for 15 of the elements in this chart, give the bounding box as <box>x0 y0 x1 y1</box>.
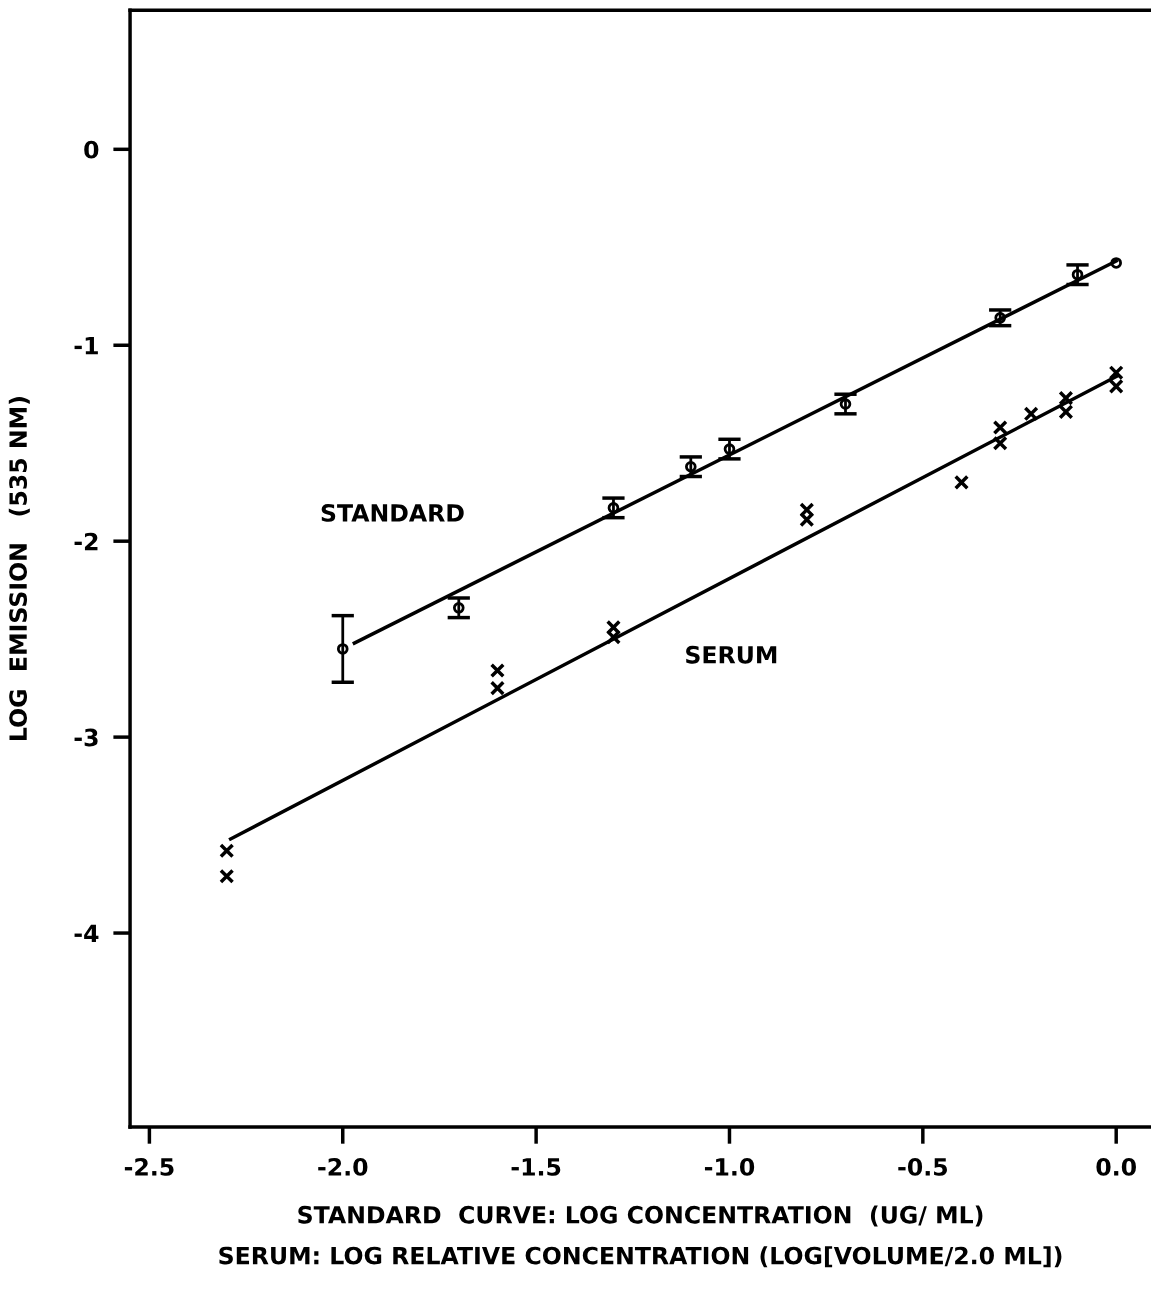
x-tick-label: -2.5 <box>124 1158 174 1176</box>
y-tick-label: -4 <box>74 924 99 943</box>
x-tick-label: -2.0 <box>318 1158 368 1176</box>
x-tick-label: -0.5 <box>898 1158 947 1176</box>
annotation: SERUM <box>686 645 777 664</box>
x-axis-title: STANDARD CURVE: LOG CONCENTRATION (UG/ ML) SERUM: LOG RELATIVE CONCENTRATION (LOG[VOLUME/2.0 ML]) <box>219 1205 1062 1268</box>
y-tick-label: -3 <box>74 728 98 747</box>
y-tick-label: -1 <box>74 337 98 355</box>
y-tick-label: -2 <box>74 532 98 551</box>
x-tick-label: 0.0 <box>1096 1158 1136 1176</box>
y-axis-title: LOG EMISSION (535 NM) <box>8 397 30 740</box>
x-tick-label: -1.0 <box>704 1158 755 1176</box>
annotation: STANDARD <box>321 503 464 522</box>
y-tick-label: 0 <box>84 140 99 159</box>
x-tick-label: -1.5 <box>511 1158 561 1176</box>
